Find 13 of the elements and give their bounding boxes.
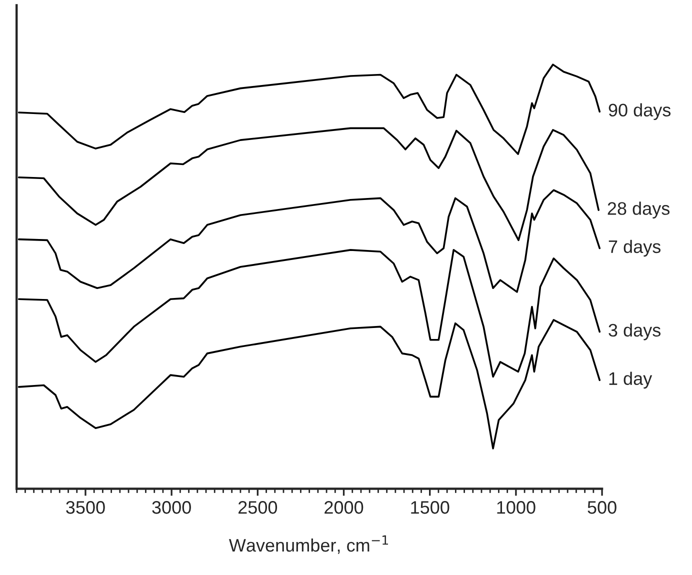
x-tick-label: 2500 (238, 501, 278, 514)
series-label: 1 day (609, 372, 652, 389)
series-label: 28 days (608, 202, 670, 218)
series-label: 90 days (608, 103, 671, 120)
x-tick-label: 3000 (152, 501, 191, 514)
x-axis-title: Wavenumber, cm$^{−1}$ (228, 535, 388, 554)
x-tick-label: 1500 (411, 501, 450, 514)
x-tick-label: 1000 (497, 501, 536, 514)
x-tick-label: 500 (588, 501, 616, 514)
series-label: 7 days (608, 240, 661, 257)
x-tick-label: 3500 (66, 501, 105, 514)
series-label: 3 days (608, 323, 661, 340)
x-tick-label: 2000 (324, 501, 364, 514)
